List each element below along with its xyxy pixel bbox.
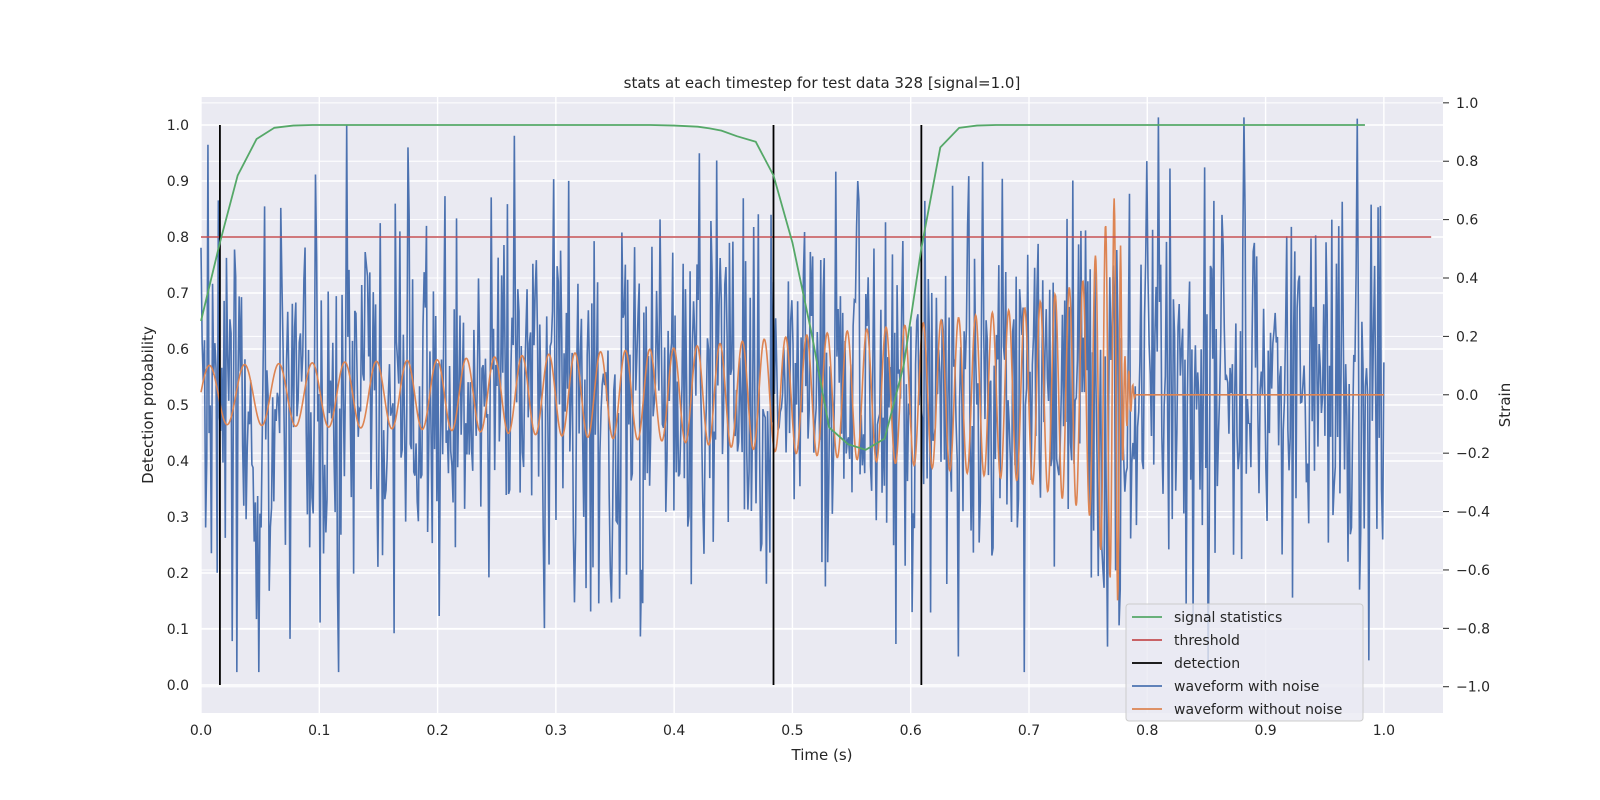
- y-axis-label-left: Detection probability: [139, 326, 157, 484]
- y-left-tick-label: 0.4: [167, 454, 189, 470]
- y-left-tick-label: 0.6: [167, 342, 189, 358]
- x-tick-label: 0.8: [1136, 723, 1158, 739]
- y-right-tick-label: 0.0: [1456, 388, 1478, 404]
- x-tick-label: 0.0: [190, 723, 212, 739]
- y-right-tick-label: 0.6: [1456, 213, 1478, 229]
- series-signal-statistics: [200, 124, 1365, 451]
- y-left-tick-label: 0.1: [167, 622, 189, 638]
- legend-label-waveform-with-noise: waveform with noise: [1174, 679, 1319, 695]
- series-waveform-with-noise: [200, 117, 1385, 673]
- x-tick-label: 0.6: [900, 723, 922, 739]
- y-right-tick-label: −0.2: [1456, 446, 1490, 462]
- x-tick-label: 0.4: [663, 723, 685, 739]
- y-axis-label-right: Strain: [1496, 383, 1514, 427]
- legend-label-signal-statistics: signal statistics: [1174, 610, 1282, 626]
- y-right-tick-label: 0.8: [1456, 154, 1478, 170]
- y-right-tick-label: −0.4: [1456, 505, 1490, 521]
- y-left-tick-label: 0.9: [167, 174, 189, 190]
- y-left-tick-label: 0.2: [167, 566, 189, 582]
- y-left-tick-label: 0.3: [167, 510, 189, 526]
- series-layer: [200, 117, 1432, 685]
- x-tick-label: 0.7: [1018, 723, 1040, 739]
- y-left-tick-label: 0.5: [167, 398, 189, 414]
- x-axis-label: Time (s): [791, 746, 853, 764]
- legend-box: [1125, 603, 1364, 722]
- legend-label-detection: detection: [1174, 656, 1240, 672]
- chart-title: stats at each timestep for test data 328…: [624, 74, 1021, 92]
- y-right-tick-label: 1.0: [1456, 96, 1478, 112]
- y-left-tick-label: 0.8: [167, 230, 189, 246]
- y-right-tick-label: 0.2: [1456, 329, 1478, 345]
- legend-label-threshold: threshold: [1174, 633, 1240, 649]
- y-right-tick-label: −0.6: [1456, 563, 1490, 579]
- x-tick-label: 0.1: [308, 723, 330, 739]
- series-waveform-without-noise: [200, 198, 1384, 601]
- y-left-tick-label: 0.0: [167, 678, 189, 694]
- y-right-tick-label: −0.8: [1456, 621, 1490, 637]
- y-left-tick-label: 1.0: [167, 118, 189, 134]
- y-right-tick-label: −1.0: [1456, 680, 1490, 696]
- legend: signal statistics threshold detection wa…: [1125, 603, 1364, 722]
- x-tick-label: 0.9: [1254, 723, 1276, 739]
- x-tick-label: 0.3: [545, 723, 567, 739]
- x-tick-label: 1.0: [1373, 723, 1395, 739]
- x-tick-label: 0.5: [781, 723, 803, 739]
- x-tick-label: 0.2: [426, 723, 448, 739]
- ticks: 0.0 0.1 0.2 0.3 0.4 0.5 0.6 0.7 0.8 0.9 1.0 0.0 0.1 0…: [167, 96, 1490, 739]
- legend-label-waveform-without-noise: waveform without noise: [1174, 702, 1342, 718]
- y-left-tick-label: 0.7: [167, 286, 189, 302]
- y-right-tick-label: 0.4: [1456, 271, 1478, 287]
